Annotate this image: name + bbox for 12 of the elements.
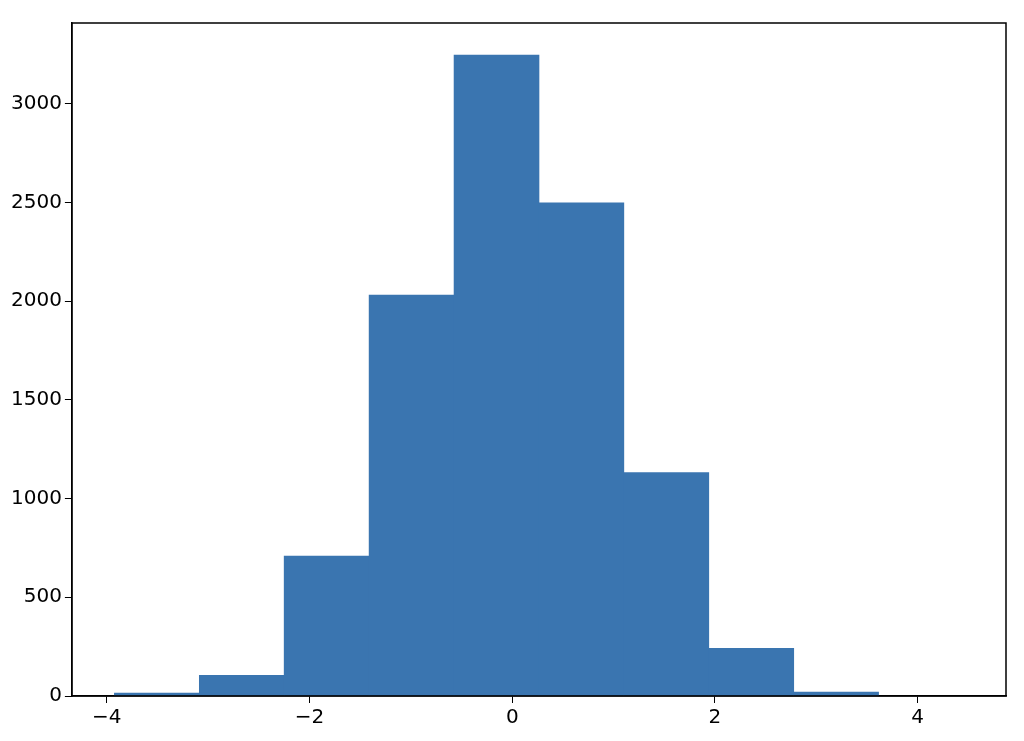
y-tick-label: 1500 bbox=[10, 385, 62, 410]
x-tick-label: 2 bbox=[708, 704, 722, 729]
y-tick-label: 1000 bbox=[10, 484, 62, 509]
y-tick-label: 0 bbox=[49, 682, 62, 707]
x-tick-label: −4 bbox=[92, 704, 122, 729]
y-tick-label: 500 bbox=[23, 583, 62, 608]
y-tick-label: 3000 bbox=[10, 89, 62, 114]
y-tick-label: 2000 bbox=[10, 287, 62, 312]
y-tick-label: 2500 bbox=[10, 188, 62, 213]
x-tick-label: 0 bbox=[505, 704, 519, 729]
x-tick-label: 4 bbox=[911, 704, 925, 729]
x-tick-label: −2 bbox=[294, 704, 325, 729]
